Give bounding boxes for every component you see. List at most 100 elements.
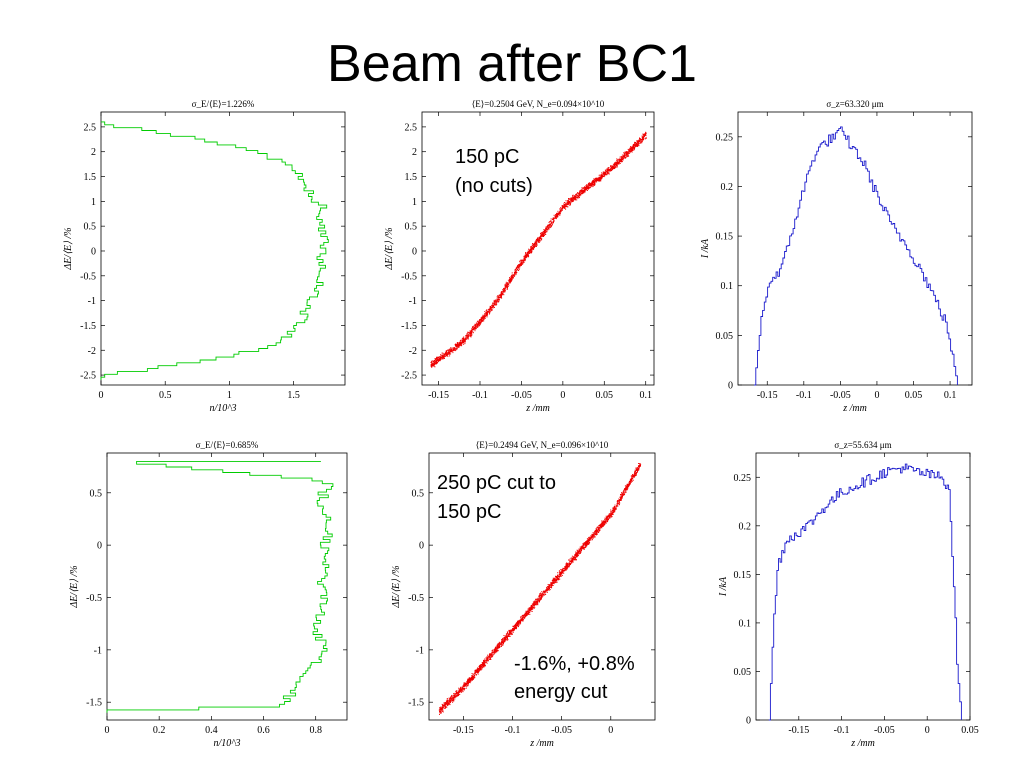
scatter-point <box>634 469 636 471</box>
scatter-point <box>460 691 462 693</box>
scatter-point <box>513 628 515 630</box>
scatter-point <box>463 337 465 339</box>
scatter-point <box>544 592 546 594</box>
scatter-point <box>493 303 495 305</box>
scatter-point <box>591 533 593 535</box>
scatter-point <box>606 517 608 519</box>
scatter-point <box>511 279 513 281</box>
scatter-point <box>564 568 566 570</box>
scatter-point <box>490 309 492 311</box>
scatter-point <box>447 700 449 701</box>
scatter-point <box>496 300 498 302</box>
scatter-point <box>566 205 567 207</box>
scatter-point <box>543 234 545 236</box>
scatter-point <box>635 143 637 145</box>
y-tick-label: 2 <box>412 147 417 158</box>
scatter-point <box>491 654 493 656</box>
scatter-point <box>629 152 631 154</box>
scatter-point <box>606 174 608 175</box>
scatter-point <box>484 658 486 660</box>
scatter-point <box>555 218 557 220</box>
scatter-point <box>484 315 486 317</box>
scatter-point <box>478 325 480 327</box>
scatter-point <box>574 197 576 199</box>
scatter-point <box>623 493 625 495</box>
scatter-point <box>525 253 527 255</box>
scatter-point <box>434 364 435 366</box>
scatter-point <box>513 274 515 276</box>
scatter-point <box>621 154 623 156</box>
scatter-point <box>483 661 485 662</box>
scatter-point <box>645 135 647 136</box>
scatter-point <box>521 617 523 619</box>
scatter-point <box>489 311 491 313</box>
scatter-point <box>585 544 587 546</box>
scatter-point <box>577 193 579 195</box>
scatter-point <box>515 266 517 268</box>
scatter-point <box>523 258 525 260</box>
scatter-point <box>596 531 598 533</box>
scatter-point <box>632 144 634 146</box>
scatter-point <box>602 524 604 526</box>
scatter-point <box>459 341 461 343</box>
scatter-point <box>640 465 641 467</box>
scatter-point <box>555 217 557 219</box>
scatter-point <box>584 188 586 190</box>
scatter-point <box>458 695 459 697</box>
scatter-point <box>636 469 638 471</box>
scatter-point <box>447 355 449 357</box>
scatter-point <box>565 203 567 205</box>
scatter-point <box>541 235 543 237</box>
scatter-point <box>593 535 595 537</box>
scatter-point <box>580 546 582 548</box>
scatter-point <box>565 204 567 206</box>
scatter-point <box>629 483 631 485</box>
scatter-point <box>583 542 585 544</box>
scatter-point <box>567 200 569 201</box>
scatter-point <box>505 285 507 286</box>
scatter-point <box>516 266 518 267</box>
scatter-point <box>584 187 586 189</box>
scatter-point <box>470 333 471 335</box>
scatter-point <box>621 158 623 160</box>
scatter-point <box>559 575 561 577</box>
scatter-point <box>440 357 442 359</box>
scatter-point <box>624 494 625 496</box>
scatter-point <box>468 678 469 680</box>
scatter-point <box>434 358 436 360</box>
scatter-point <box>633 145 635 146</box>
scatter-point <box>630 478 632 480</box>
scatter-point <box>521 260 523 262</box>
scatter-point <box>488 658 490 660</box>
scatter-point <box>575 194 577 196</box>
scatter-point <box>583 187 585 189</box>
scatter-point <box>506 288 508 290</box>
scatter-point <box>495 645 497 647</box>
scatter-point <box>514 626 516 628</box>
scatter-point <box>550 218 552 220</box>
scatter-point <box>631 150 633 152</box>
scatter-point <box>505 635 507 637</box>
scatter-point <box>483 318 485 320</box>
scatter-point <box>582 543 584 545</box>
scatter-point <box>562 568 564 570</box>
scatter-point <box>598 525 599 527</box>
scatter-point <box>497 297 499 299</box>
scatter-point <box>594 179 596 181</box>
scatter-point <box>558 213 560 215</box>
scatter-point <box>640 463 642 465</box>
x-tick-label: 1.5 <box>287 390 300 401</box>
scatter-point <box>601 523 603 525</box>
scatter-point <box>525 252 527 254</box>
scatter-point <box>608 169 610 170</box>
scatter-point <box>432 365 434 367</box>
scatter-point <box>475 327 477 329</box>
scatter-point <box>535 244 537 246</box>
scatter-point <box>565 203 567 205</box>
scatter-point <box>447 704 449 706</box>
scatter-point <box>594 183 596 185</box>
scatter-point <box>582 187 584 189</box>
scatter-point <box>502 290 504 292</box>
scatter-point <box>477 669 479 671</box>
scatter-point <box>640 139 642 141</box>
